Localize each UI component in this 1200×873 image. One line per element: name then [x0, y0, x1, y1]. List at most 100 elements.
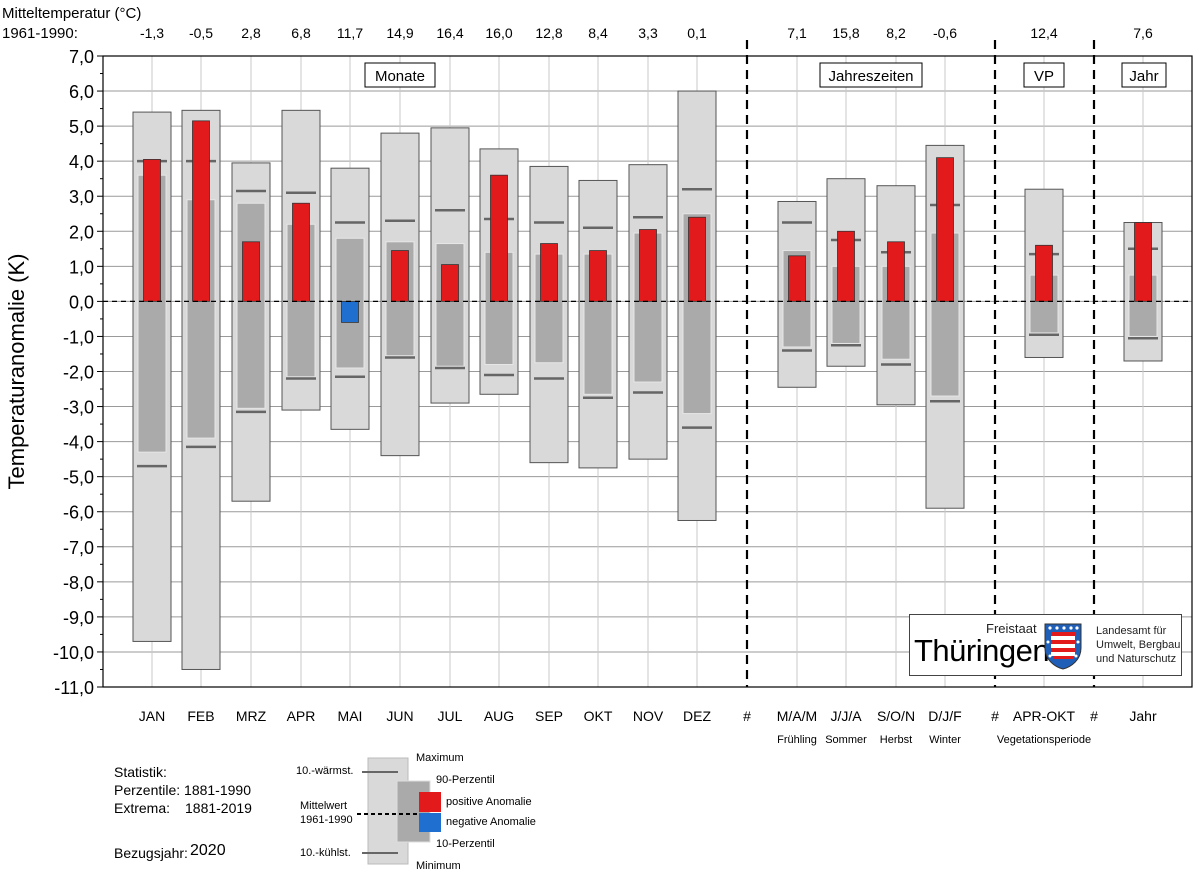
positive-anomaly-bar: [540, 243, 558, 302]
mean-value: 14,9: [386, 25, 413, 41]
separator-label: #: [743, 708, 751, 724]
y-axis-label: Temperaturanomalie (K): [4, 254, 29, 490]
y-tick-label: 2,0: [69, 222, 94, 242]
y-tick-label: -5,0: [63, 468, 94, 488]
mean-value: -0,6: [933, 25, 957, 41]
y-tick-label: -9,0: [63, 608, 94, 628]
positive-anomaly-bar: [589, 250, 607, 302]
x-tick-label: NOV: [633, 708, 664, 724]
x-sub-label: Frühling: [777, 734, 817, 746]
mean-period: 1961-1990:: [2, 25, 78, 42]
section-title: Jahreszeiten: [828, 68, 913, 85]
labels-layer: 7,0 6,0 5,0 4,0 3,0 2,0 1,0 0,0 -1,0 -2,0 -3,0 -4,0…: [2, 5, 1167, 746]
section-title: Monate: [375, 68, 425, 85]
x-tick-label: Jahr: [1129, 708, 1157, 724]
x-tick-label: AUG: [484, 708, 514, 724]
mean-header: Mitteltemperatur (°C): [2, 5, 141, 22]
percentile-box: [236, 202, 266, 409]
mean-value: 8,2: [886, 25, 906, 41]
x-tick-label: OKT: [584, 708, 613, 724]
positive-anomaly-bar: [1134, 222, 1152, 302]
positive-anomaly-bar: [441, 264, 459, 302]
x-sub-label: Winter: [929, 734, 961, 746]
y-tick-label: -6,0: [63, 503, 94, 523]
positive-anomaly-bar: [887, 241, 905, 302]
positive-anomaly-bar: [1035, 244, 1053, 302]
category-nov: [628, 164, 668, 460]
section-box: [1023, 62, 1065, 88]
y-tick-label: -10,0: [53, 643, 94, 663]
x-tick-label: S/O/N: [877, 708, 915, 724]
category-feb: [181, 109, 221, 670]
positive-anomaly-bar: [837, 230, 855, 302]
mean-value: 11,7: [337, 25, 363, 41]
mean-value: 12,8: [535, 25, 562, 41]
y-tick-label: -4,0: [63, 433, 94, 453]
section-title: Jahr: [1129, 68, 1158, 85]
plot-frame: [102, 40, 1193, 688]
y-tick-label: -7,0: [63, 538, 94, 558]
mean-value: 16,4: [436, 25, 463, 41]
x-tick-label: JUL: [438, 708, 463, 724]
category-jul: [430, 127, 470, 404]
mean-value: -0,5: [189, 25, 213, 41]
x-tick-label: APR: [287, 708, 316, 724]
positive-anomaly-bar: [788, 255, 806, 302]
positive-anomaly-bar: [242, 241, 260, 302]
mean-value: 12,4: [1030, 25, 1057, 41]
section-box: [1121, 62, 1167, 88]
positive-anomaly-bar: [936, 157, 954, 302]
category-mai: [330, 167, 370, 430]
bars-layer: [132, 90, 1163, 670]
positive-anomaly-bar: [391, 250, 409, 302]
mean-value: 7,6: [1133, 25, 1153, 41]
mean-value: 15,8: [832, 25, 859, 41]
x-tick-label: JAN: [139, 708, 165, 724]
y-tick-label: -3,0: [63, 398, 94, 418]
mean-value: 3,3: [638, 25, 658, 41]
x-tick-label: FEB: [187, 708, 214, 724]
negative-anomaly-bar: [341, 300, 359, 323]
y-tick-label: -2,0: [63, 363, 94, 383]
category-d-j-f: [925, 144, 965, 509]
x-sub-label: Sommer: [825, 734, 867, 746]
x-tick-label: DEZ: [683, 708, 711, 724]
positive-anomaly-bar: [490, 174, 508, 302]
positive-anomaly-bar: [292, 202, 310, 302]
plot-border: [102, 55, 1193, 688]
y-tick-label: 3,0: [69, 187, 94, 207]
category-s-o-n: [876, 185, 916, 406]
mean-value: 2,8: [241, 25, 261, 41]
mean-value: -1,3: [140, 25, 164, 41]
y-tick-label: -1,0: [63, 327, 94, 347]
x-sub-label: Herbst: [880, 734, 912, 746]
mean-value: 0,1: [687, 25, 707, 41]
mean-value: 8,4: [588, 25, 608, 41]
positive-anomaly-bar: [639, 229, 657, 302]
section-title: VP: [1034, 68, 1054, 85]
separator-label: #: [1090, 708, 1098, 724]
section-box: [364, 62, 436, 88]
category-mrz: [231, 162, 271, 502]
x-tick-label: MAI: [338, 708, 363, 724]
x-tick-label: SEP: [535, 708, 563, 724]
x-tick-label: APR-OKT: [1013, 708, 1076, 724]
x-tick-label: MRZ: [236, 708, 267, 724]
percentile-box: [534, 253, 564, 364]
x-tick-label: JUN: [386, 708, 413, 724]
positive-anomaly-bar: [143, 159, 161, 302]
y-tick-label: 0,0: [69, 292, 94, 312]
x-sub-label: Vegetationsperiode: [997, 734, 1091, 746]
x-tick-label: J/J/A: [830, 708, 862, 724]
category-m-a-m: [777, 200, 817, 388]
category-jahr: [1123, 222, 1163, 362]
x-tick-label: M/A/M: [777, 708, 817, 724]
category-apr-okt: [1024, 188, 1064, 358]
section-box: [819, 62, 923, 88]
y-tick-label: 6,0: [69, 82, 94, 102]
category-okt: [578, 179, 618, 469]
category-j-j-a: [826, 178, 866, 367]
mean-value: 7,1: [787, 25, 807, 41]
y-tick-label: 1,0: [69, 257, 94, 277]
